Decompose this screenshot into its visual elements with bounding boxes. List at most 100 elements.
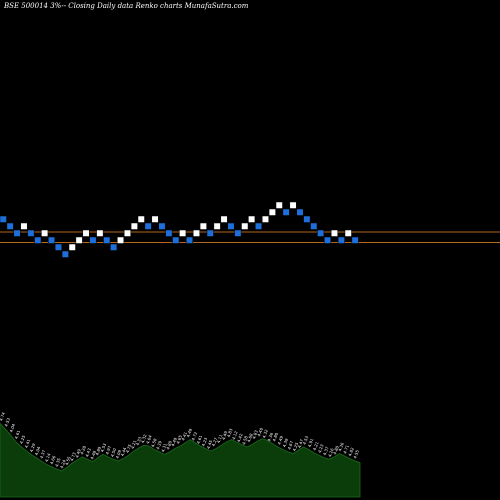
volume-label: 4.55 — [352, 449, 360, 460]
volume-label: 4.24 — [59, 459, 67, 470]
volume-label: 4.49 — [221, 430, 229, 441]
renko-brick-up — [289, 201, 297, 209]
volume-label: 4.66 — [49, 454, 57, 465]
renko-brick-down — [158, 222, 166, 230]
renko-brick-down — [13, 229, 21, 237]
volume-label: 4.53 — [99, 442, 107, 453]
volume-label: 4.49 — [185, 427, 193, 438]
volume-label: 4.25 — [18, 434, 26, 445]
volume-labels: 4.744.534.044.614.254.414.294.044.374.14… — [0, 411, 360, 469]
renko-brick-down — [0, 215, 7, 223]
volume-label: 4.41 — [24, 438, 32, 449]
volume-label: 4.29 — [29, 442, 37, 453]
volume-label: 4.39 — [281, 437, 289, 448]
renko-brick-down — [110, 243, 118, 251]
chart-title: BSE 500014 3%-- Closing Daily data Renko… — [4, 2, 249, 10]
renko-brick-down — [34, 236, 42, 244]
renko-brick-down — [303, 215, 311, 223]
renko-brick-down — [48, 236, 56, 244]
volume-label: 4.53 — [302, 435, 310, 446]
renko-brick-down — [144, 222, 152, 230]
renko-brick-up — [344, 229, 352, 237]
volume-label: 4.74 — [0, 411, 6, 422]
volume-label: 4.09 — [115, 449, 123, 460]
renko-brick-up — [75, 236, 83, 244]
renko-brick-up — [248, 215, 256, 223]
volume-label: 4.58 — [150, 437, 158, 448]
renko-brick-up — [117, 236, 125, 244]
reference-lines — [0, 231, 500, 243]
renko-brick-up — [199, 222, 207, 230]
renko-bricks — [0, 201, 359, 258]
volume-label: 4.39 — [155, 440, 163, 451]
volume-label: 4.36 — [266, 432, 274, 443]
renko-brick-up — [151, 215, 159, 223]
volume-label: 4.80 — [165, 440, 173, 451]
renko-brick-down — [6, 222, 14, 230]
renko-brick-down — [54, 243, 62, 251]
renko-brick-up — [137, 215, 145, 223]
volume-label: 4.43 — [84, 447, 92, 458]
volume-label: 4.23 — [317, 443, 325, 454]
volume-label: 4.32 — [261, 428, 269, 439]
volume-label: 4.21 — [130, 439, 138, 450]
volume-label: 4.42 — [236, 432, 244, 443]
renko-brick-down — [206, 229, 214, 237]
volume-label: 4.61 — [195, 434, 203, 445]
renko-brick-down — [255, 222, 263, 230]
volume-label: 4.75 — [125, 443, 133, 454]
volume-label: 4.49 — [170, 436, 178, 447]
volume-label: 4.47 — [297, 438, 305, 449]
renko-brick-up — [241, 222, 249, 230]
volume-label: 4.27 — [211, 436, 219, 447]
renko-brick-up — [213, 222, 221, 230]
volume-label: 4.67 — [286, 440, 294, 451]
renko-brick-up — [20, 222, 28, 230]
volume-area — [0, 422, 361, 498]
renko-brick-up — [330, 229, 338, 237]
renko-brick-down — [61, 250, 69, 258]
volume-label: 4.49 — [74, 448, 82, 459]
volume-label: 4.25 — [292, 441, 300, 452]
volume-label: 4.23 — [201, 436, 209, 447]
volume-label: 4.26 — [327, 447, 335, 458]
renko-brick-up — [96, 229, 104, 237]
volume-label: 4.89 — [94, 445, 102, 456]
volume-label: 4.65 — [175, 434, 183, 445]
renko-brick-up — [179, 229, 187, 237]
volume-label: 4.37 — [39, 449, 47, 460]
renko-brick-up — [275, 201, 283, 209]
volume-label: 4.41 — [180, 431, 188, 442]
volume-label: 4.37 — [322, 445, 330, 456]
volume-label: 4.68 — [246, 432, 254, 443]
volume-label: 4.55 — [64, 455, 72, 466]
volume-label: 4.80 — [271, 432, 279, 443]
volume-label: 4.73 — [69, 451, 77, 462]
volume-label: 4.14 — [44, 452, 52, 463]
volume-label: 4.50 — [109, 447, 117, 458]
renko-brick-down — [27, 229, 35, 237]
renko-brick-down — [337, 236, 345, 244]
volume-label: 4.12 — [231, 430, 239, 441]
renko-brick-up — [41, 229, 49, 237]
renko-brick-down — [103, 236, 111, 244]
volume-label: 4.28 — [79, 445, 87, 456]
volume-label: 4.21 — [312, 441, 320, 452]
volume-label: 4.35 — [54, 457, 62, 468]
volume-label: 4.83 — [251, 429, 259, 440]
renko-brick-down — [165, 229, 173, 237]
renko-brick-down — [296, 208, 304, 216]
renko-brick-down — [282, 208, 290, 216]
volume-label: 4.04 — [34, 445, 42, 456]
volume-label: 4.72 — [190, 431, 198, 442]
volume-label: 4.33 — [135, 436, 143, 447]
renko-brick-down — [89, 236, 97, 244]
volume-label: 4.71 — [342, 444, 350, 455]
volume-label: 4.82 — [347, 446, 355, 457]
volume-label: 4.53 — [3, 417, 11, 428]
volume-label: 4.40 — [256, 427, 264, 438]
volume-label: 4.48 — [89, 450, 97, 461]
renko-brick-down — [317, 229, 325, 237]
volume-panel — [0, 422, 361, 498]
